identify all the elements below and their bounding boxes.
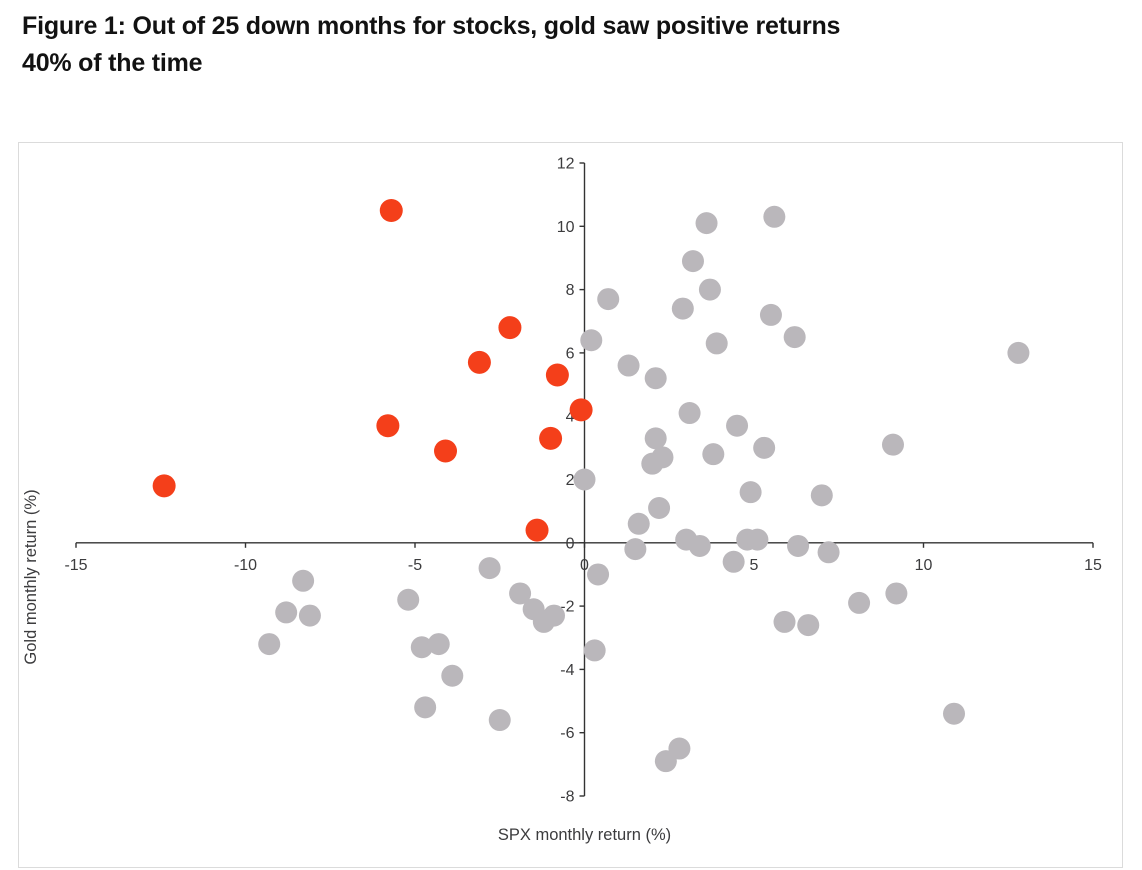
y-tick-label: 4	[566, 409, 575, 426]
data-point	[410, 636, 433, 659]
data-point	[722, 550, 745, 573]
data-point	[695, 212, 718, 235]
data-point	[573, 468, 596, 491]
data-point	[668, 737, 691, 760]
data-point	[597, 288, 620, 311]
data-point	[681, 250, 704, 273]
data-point	[298, 604, 321, 627]
data-point	[648, 496, 671, 519]
figure-title-line-1: Figure 1: Out of 25 down months for stoc…	[22, 12, 841, 40]
data-point	[624, 538, 647, 561]
y-tick-label: -8	[560, 789, 574, 806]
data-point	[427, 633, 450, 656]
data-point	[292, 569, 315, 592]
data-point	[441, 664, 464, 687]
data-point	[810, 484, 833, 507]
data-point	[580, 329, 603, 352]
data-point	[881, 433, 904, 456]
data-point	[848, 591, 871, 614]
data-point	[542, 604, 565, 627]
data-point	[498, 316, 522, 340]
data-point	[773, 610, 796, 633]
data-point	[627, 512, 650, 535]
data-point	[783, 326, 806, 349]
data-point	[539, 426, 563, 450]
data-point	[759, 303, 782, 326]
data-point	[379, 198, 403, 222]
data-point	[644, 427, 667, 450]
data-point	[797, 614, 820, 637]
data-point	[397, 588, 420, 611]
data-point	[376, 414, 400, 438]
data-point	[545, 363, 569, 387]
data-point	[817, 541, 840, 564]
y-tick-label: 10	[557, 219, 575, 236]
data-point	[943, 702, 966, 725]
chart-panel: -15 -10 -5 0 5 10 15 12 10 8 6 4 2 0 -2 -4 -6 -8 SPX month…	[18, 142, 1123, 868]
x-tick-label: 10	[915, 557, 933, 574]
x-tick-label: 15	[1084, 557, 1102, 574]
data-point	[509, 582, 532, 605]
data-point	[152, 474, 176, 498]
data-point	[705, 332, 728, 355]
data-point	[726, 414, 749, 437]
y-tick-label: 12	[557, 156, 575, 173]
data-point	[583, 639, 606, 662]
data-point	[258, 633, 281, 656]
data-point	[467, 350, 491, 374]
data-point	[414, 696, 437, 719]
y-tick-label: 6	[566, 345, 575, 362]
data-point	[753, 436, 776, 459]
data-point	[644, 367, 667, 390]
figure-title: Figure 1: Out of 25 down months for stoc…	[22, 8, 1102, 82]
x-tick-label: -5	[408, 557, 422, 574]
data-point	[702, 443, 725, 466]
data-point	[641, 452, 664, 475]
data-point	[525, 518, 549, 542]
x-tick-label: 5	[750, 557, 759, 574]
data-point	[698, 278, 721, 301]
x-axis-title: SPX monthly return (%)	[498, 826, 671, 844]
series-other-months	[258, 205, 1030, 773]
figure-title-line-2: 40% of the time	[22, 49, 203, 77]
data-point	[488, 709, 511, 732]
data-point	[688, 534, 711, 557]
y-tick-label: -6	[560, 725, 574, 742]
data-point	[275, 601, 298, 624]
series-gold-positive-in-stock-down-months	[152, 198, 593, 542]
data-point	[746, 528, 769, 551]
data-point	[739, 481, 762, 504]
data-point	[617, 354, 640, 377]
data-point	[787, 534, 810, 557]
x-tick-label: -15	[64, 557, 87, 574]
data-point	[678, 402, 701, 425]
data-point	[587, 563, 610, 586]
y-tick-label: 2	[566, 472, 575, 489]
data-point	[763, 205, 786, 228]
data-point	[478, 557, 501, 580]
data-point	[1007, 341, 1030, 364]
y-axis-title: Gold monthly return (%)	[22, 489, 40, 664]
y-tick-label: 8	[566, 282, 575, 299]
data-point	[671, 297, 694, 320]
y-tick-label: -4	[560, 662, 574, 679]
data-point	[434, 439, 458, 463]
x-tick-label: -10	[234, 557, 257, 574]
data-point	[885, 582, 908, 605]
x-tick-label: 0	[580, 557, 589, 574]
data-point	[569, 398, 593, 422]
y-tick-label: 0	[566, 535, 575, 552]
